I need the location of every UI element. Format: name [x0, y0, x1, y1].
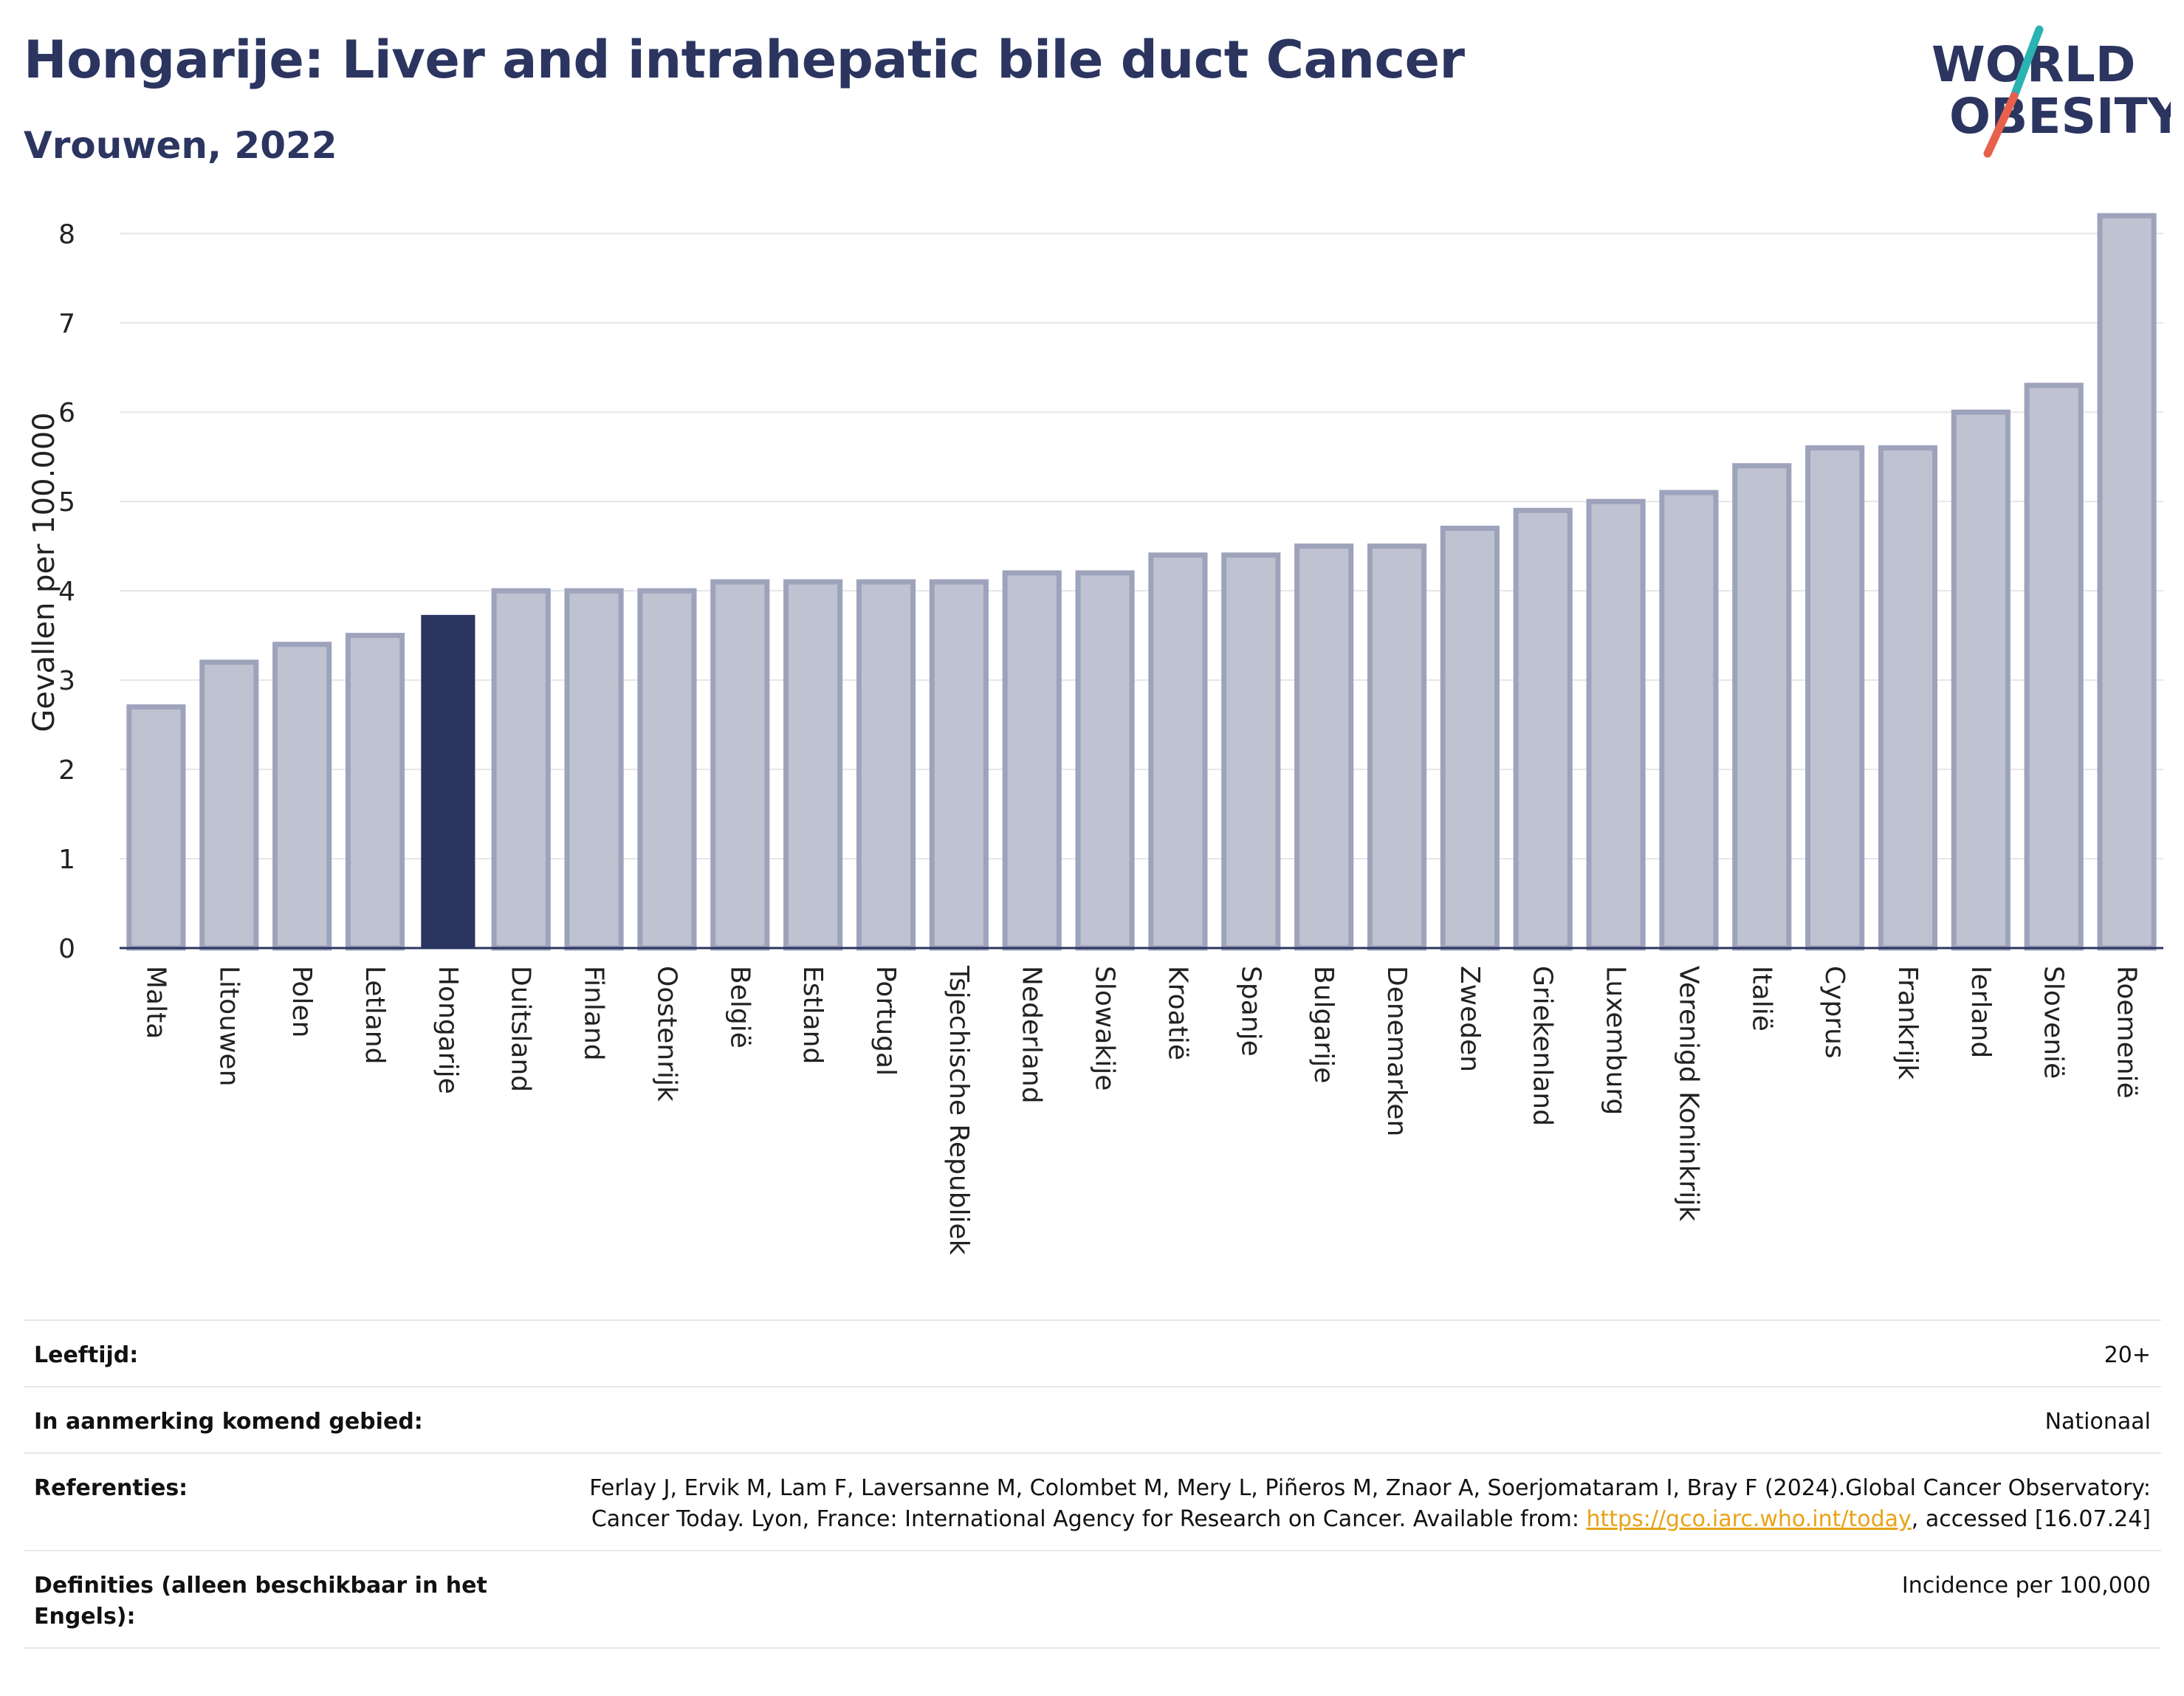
- bar: [783, 579, 843, 951]
- metadata-table: Leeftijd: 20+ In aanmerking komend gebie…: [24, 1319, 2161, 1649]
- bar: [1367, 543, 1427, 951]
- x-tick-label: Polen: [286, 966, 317, 1037]
- x-tick-label: Hongarije: [433, 966, 463, 1094]
- meta-value-age: 20+: [2104, 1342, 2151, 1368]
- x-tick-label: Slowakije: [1090, 966, 1120, 1091]
- meta-value-definitions: Incidence per 100,000: [1901, 1573, 2151, 1599]
- x-tick-label: Finland: [579, 966, 609, 1061]
- bar: [1075, 570, 1135, 951]
- meta-row-references: Referenties: Ferlay J, Ervik M, Lam F, L…: [24, 1452, 2161, 1550]
- x-tick-label: Zweden: [1455, 966, 1485, 1072]
- y-tick-label: 1: [58, 845, 75, 875]
- world-obesity-logo: WORLD OBESITY: [1931, 25, 2171, 158]
- x-tick-label: Slovenië: [2039, 966, 2069, 1079]
- meta-value-references: Ferlay J, Ervik M, Lam F, Laversanne M, …: [526, 1473, 2151, 1535]
- bar: [345, 633, 405, 951]
- bar: [1586, 498, 1646, 951]
- x-tick-label: België: [724, 966, 755, 1048]
- y-tick-label: 5: [58, 487, 75, 518]
- meta-value-area: Nationaal: [2044, 1409, 2151, 1435]
- logo-line2: OBESITY: [1949, 88, 2171, 145]
- bar: [1951, 409, 2010, 951]
- meta-row-definitions: Definities (alleen beschikbaar in het En…: [24, 1550, 2161, 1649]
- bar: [2097, 213, 2157, 951]
- x-tick-label: Letland: [360, 966, 390, 1064]
- bar: [856, 579, 916, 951]
- meta-row-age: Leeftijd: 20+: [24, 1319, 2161, 1386]
- x-tick-label: Nederland: [1017, 966, 1047, 1104]
- reference-link[interactable]: https://gco.iarc.who.int/today: [1586, 1506, 1912, 1532]
- x-tick-label: Kroatië: [1162, 966, 1192, 1060]
- bar: [1002, 570, 1062, 951]
- meta-label-age: Leeftijd:: [34, 1342, 139, 1368]
- bar: [491, 588, 551, 951]
- bar: [1659, 490, 1719, 951]
- x-tick-label: Spanje: [1235, 966, 1266, 1057]
- bar: [1148, 552, 1208, 951]
- x-tick-label: Estland: [797, 966, 828, 1064]
- bar: [1221, 552, 1281, 951]
- bar-chart: 0 1 2 3 4 5 6 7 8 Malta Litouwen Polen Letland Hongar…: [58, 213, 2163, 1255]
- reference-accessed: , accessed [16.07.24]: [1911, 1506, 2151, 1532]
- bar: [710, 579, 770, 951]
- x-tick-label: Cyprus: [1819, 966, 1850, 1059]
- x-tick-label: Frankrijk: [1892, 966, 1923, 1079]
- bar: [126, 704, 186, 951]
- x-tick-label: Luxemburg: [1601, 966, 1631, 1115]
- bar: [199, 659, 259, 951]
- y-tick-label: 8: [58, 219, 75, 250]
- y-tick-label: 4: [58, 577, 75, 607]
- bar: [1878, 445, 1938, 951]
- x-tick-label: Portugal: [870, 966, 901, 1076]
- x-tick-label: Oostenrijk: [651, 966, 681, 1102]
- x-tick-label: Tsjechische Republiek: [944, 965, 974, 1255]
- y-tick-label: 0: [58, 934, 75, 964]
- bar: [272, 642, 332, 951]
- logo-slash-red: [1983, 92, 2019, 158]
- logo-slash-teal: [2010, 25, 2044, 100]
- bar: [1294, 543, 1354, 951]
- bar: [1732, 463, 1792, 951]
- y-tick-label: 3: [58, 666, 75, 696]
- x-tick-label: Italië: [1746, 966, 1776, 1031]
- x-tick-label: Ierland: [1965, 966, 1996, 1058]
- x-tick-label: Roemenië: [2112, 966, 2142, 1099]
- bar: [1440, 525, 1500, 951]
- y-tick-label: 7: [58, 309, 75, 339]
- bar: [564, 588, 624, 951]
- bar-highlight: [421, 614, 475, 948]
- x-tick-label: Bulgarije: [1308, 966, 1339, 1083]
- x-tick-label: Griekenland: [1528, 966, 1558, 1126]
- x-tick-label: Denemarken: [1381, 966, 1412, 1136]
- chart-title: Hongarije: Liver and intrahepatic bile d…: [24, 30, 1465, 90]
- y-tick-label: 2: [58, 755, 75, 786]
- reference-text: Ferlay J, Ervik M, Lam F, Laversanne M, …: [589, 1475, 2151, 1532]
- bar: [1805, 445, 1865, 951]
- bar: [1513, 507, 1573, 951]
- bar: [929, 579, 989, 951]
- bar: [2024, 382, 2084, 951]
- meta-label-definitions: Definities (alleen beschikbaar in het En…: [34, 1573, 487, 1630]
- meta-label-references: Referenties:: [34, 1475, 188, 1501]
- x-tick-label: Duitsland: [506, 966, 536, 1092]
- chart-subtitle: Vrouwen, 2022: [24, 124, 337, 167]
- x-tick-label: Malta: [140, 966, 171, 1039]
- x-tick-label: Litouwen: [213, 966, 244, 1086]
- bar: [637, 588, 697, 951]
- meta-row-area: In aanmerking komend gebied: Nationaal: [24, 1386, 2161, 1452]
- meta-label-area: In aanmerking komend gebied:: [34, 1409, 423, 1435]
- x-tick-label: Verenigd Koninkrijk: [1673, 966, 1703, 1221]
- y-tick-label: 6: [58, 398, 75, 428]
